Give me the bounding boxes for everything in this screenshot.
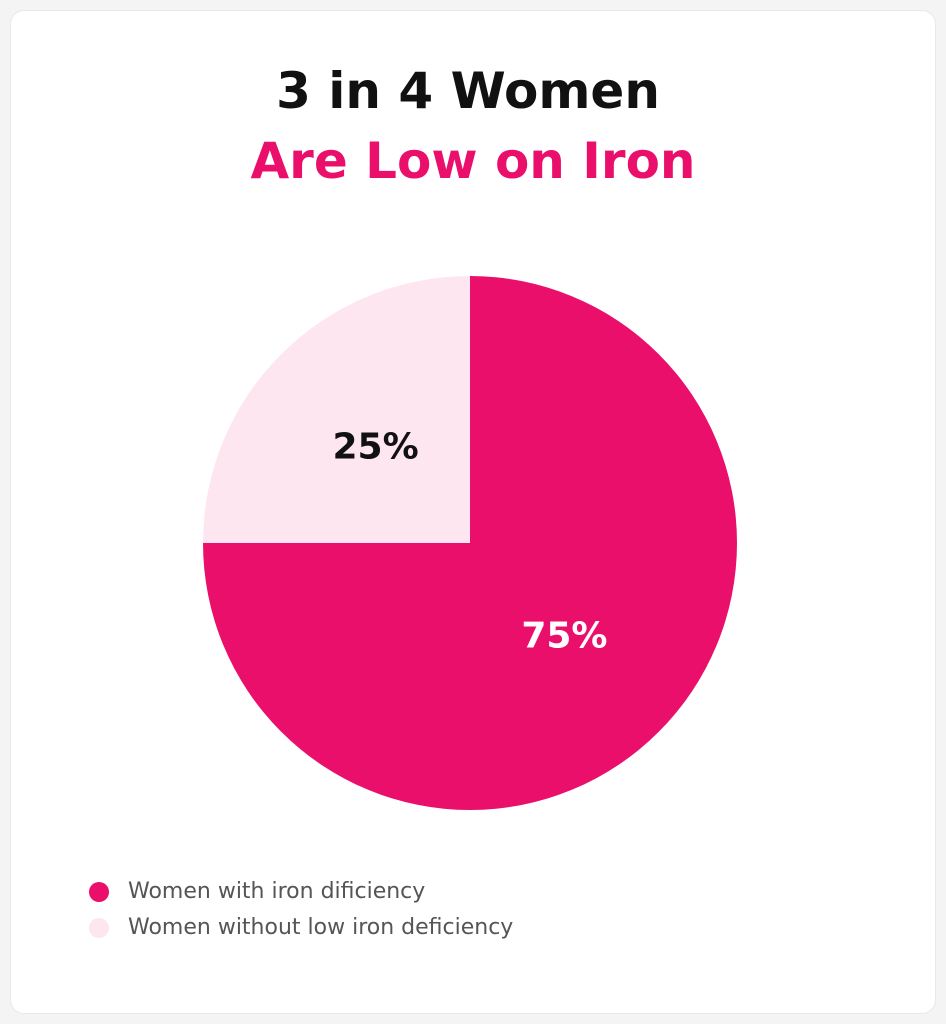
legend-swatch — [89, 918, 109, 938]
chart-subtitle: Are Low on Iron — [250, 132, 695, 190]
value-label: 75% — [521, 615, 607, 656]
legend-label: Women with iron dificiency — [128, 879, 425, 904]
chart-title: 3 in 4 Women — [276, 62, 660, 120]
value-label: 25% — [333, 427, 419, 468]
legend-swatch — [89, 882, 109, 902]
pie-slice — [203, 276, 470, 543]
legend-label: Women without low iron deficiency — [128, 915, 513, 940]
